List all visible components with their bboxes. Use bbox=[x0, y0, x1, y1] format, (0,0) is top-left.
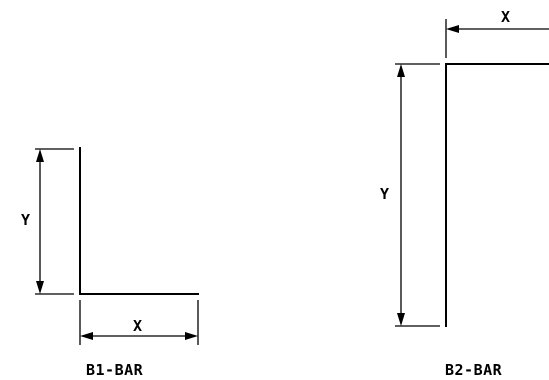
b1-bar-shape bbox=[79, 147, 199, 295]
b1-dimension-y: Y bbox=[21, 148, 74, 295]
b1-bar-caption: B1-BAR bbox=[86, 361, 144, 379]
b1-bar-figure: Y X B1-BAR bbox=[21, 147, 199, 379]
b2-bar-caption: B2-BAR bbox=[445, 361, 503, 379]
b2-dimension-y-label: Y bbox=[380, 185, 389, 203]
b1-dimension-x-label: X bbox=[133, 317, 142, 335]
b1-dimension-x: X bbox=[79, 300, 199, 345]
b2-dimension-x: X bbox=[445, 8, 549, 58]
b2-bar-figure: Y X B2-BAR bbox=[380, 8, 549, 379]
b1-dimension-y-label: Y bbox=[21, 211, 30, 229]
b2-bar-shape bbox=[445, 63, 549, 327]
b2-dimension-x-label: X bbox=[501, 8, 510, 26]
b2-dimension-y: Y bbox=[380, 63, 440, 327]
